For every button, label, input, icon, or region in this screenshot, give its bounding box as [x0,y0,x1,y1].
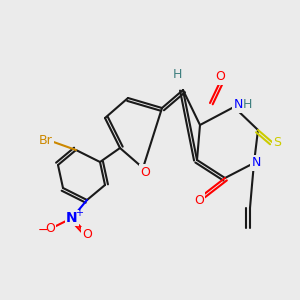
Text: O: O [215,70,225,83]
Text: H: H [172,68,182,82]
Text: O: O [140,166,150,178]
Text: Br: Br [39,134,53,146]
Text: N: N [66,211,78,225]
Text: +: + [75,208,83,218]
Text: S: S [273,136,281,148]
Text: H: H [242,98,252,112]
Text: O: O [45,221,55,235]
Text: N: N [233,98,243,112]
Text: O: O [194,194,204,206]
Text: N: N [251,157,261,169]
Text: O: O [82,229,92,242]
Text: −: − [38,224,48,236]
